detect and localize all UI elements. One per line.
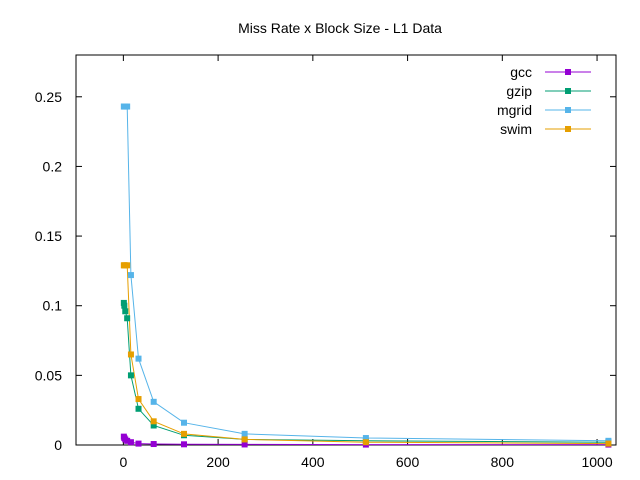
series-lines [123,106,609,446]
x-tick-label: 800 [491,454,515,470]
data-point-swim [362,439,369,446]
data-point-gcc [124,437,131,444]
axis-ticks: 0 200 400 600 800 1000 0 0.05 0.1 0.15 0.2 0.25 [35,55,616,470]
data-point-gcc [181,441,187,448]
legend-marker-gzip [565,88,571,94]
data-point-gzip [135,405,142,412]
plot-area-border [75,54,617,446]
x-tick-label: 0 [119,454,127,470]
data-point-swim [150,418,157,425]
legend-label-mgrid: mgrid [497,102,532,118]
data-point-mgrid [181,419,187,426]
legend: gcc gzip mgrid swim [497,64,591,137]
series-line-mgrid [123,106,609,442]
data-point-gcc [241,441,248,448]
x-tick-label: 600 [396,454,420,470]
y-tick-label: 0.05 [35,367,62,383]
data-point-mgrid [150,398,157,405]
legend-marker-mgrid [565,107,571,113]
data-point-swim [241,436,248,443]
data-point-gzip [122,308,129,315]
legend-marker-swim [565,126,571,132]
series-line-gzip [123,302,609,443]
data-point-mgrid [124,103,131,110]
y-tick-label: 0.15 [35,228,62,244]
y-tick-label: 0 [54,437,62,453]
data-point-gcc [127,439,134,446]
data-point-mgrid [135,355,142,362]
y-tick-label: 0.25 [35,89,62,105]
data-point-gzip [150,422,157,429]
data-point-swim [127,351,134,358]
x-tick-label: 200 [206,454,230,470]
y-tick-label: 0.2 [43,158,63,174]
data-point-mgrid [241,430,248,437]
data-point-swim [605,440,612,447]
data-point-swim [135,396,142,403]
data-point-gcc [135,440,142,447]
x-tick-label: 1000 [581,454,612,470]
data-point-swim [124,262,131,269]
legend-label-gcc: gcc [510,64,532,80]
legend-marker-gcc [565,69,571,75]
series-line-swim [123,264,609,445]
y-tick-label: 0.1 [43,298,63,314]
data-point-mgrid [362,435,369,442]
legend-label-swim: swim [500,121,532,137]
data-point-gcc [150,441,157,448]
data-point-gzip [121,302,128,309]
x-tick-label: 400 [301,454,325,470]
data-point-gzip [127,372,134,379]
legend-label-gzip: gzip [506,83,532,99]
data-point-mgrid [127,272,134,279]
data-point-swim [181,430,187,437]
chart-title: Miss Rate x Block Size - L1 Data [238,20,442,36]
series-points [120,103,612,448]
data-point-gzip [124,315,131,322]
